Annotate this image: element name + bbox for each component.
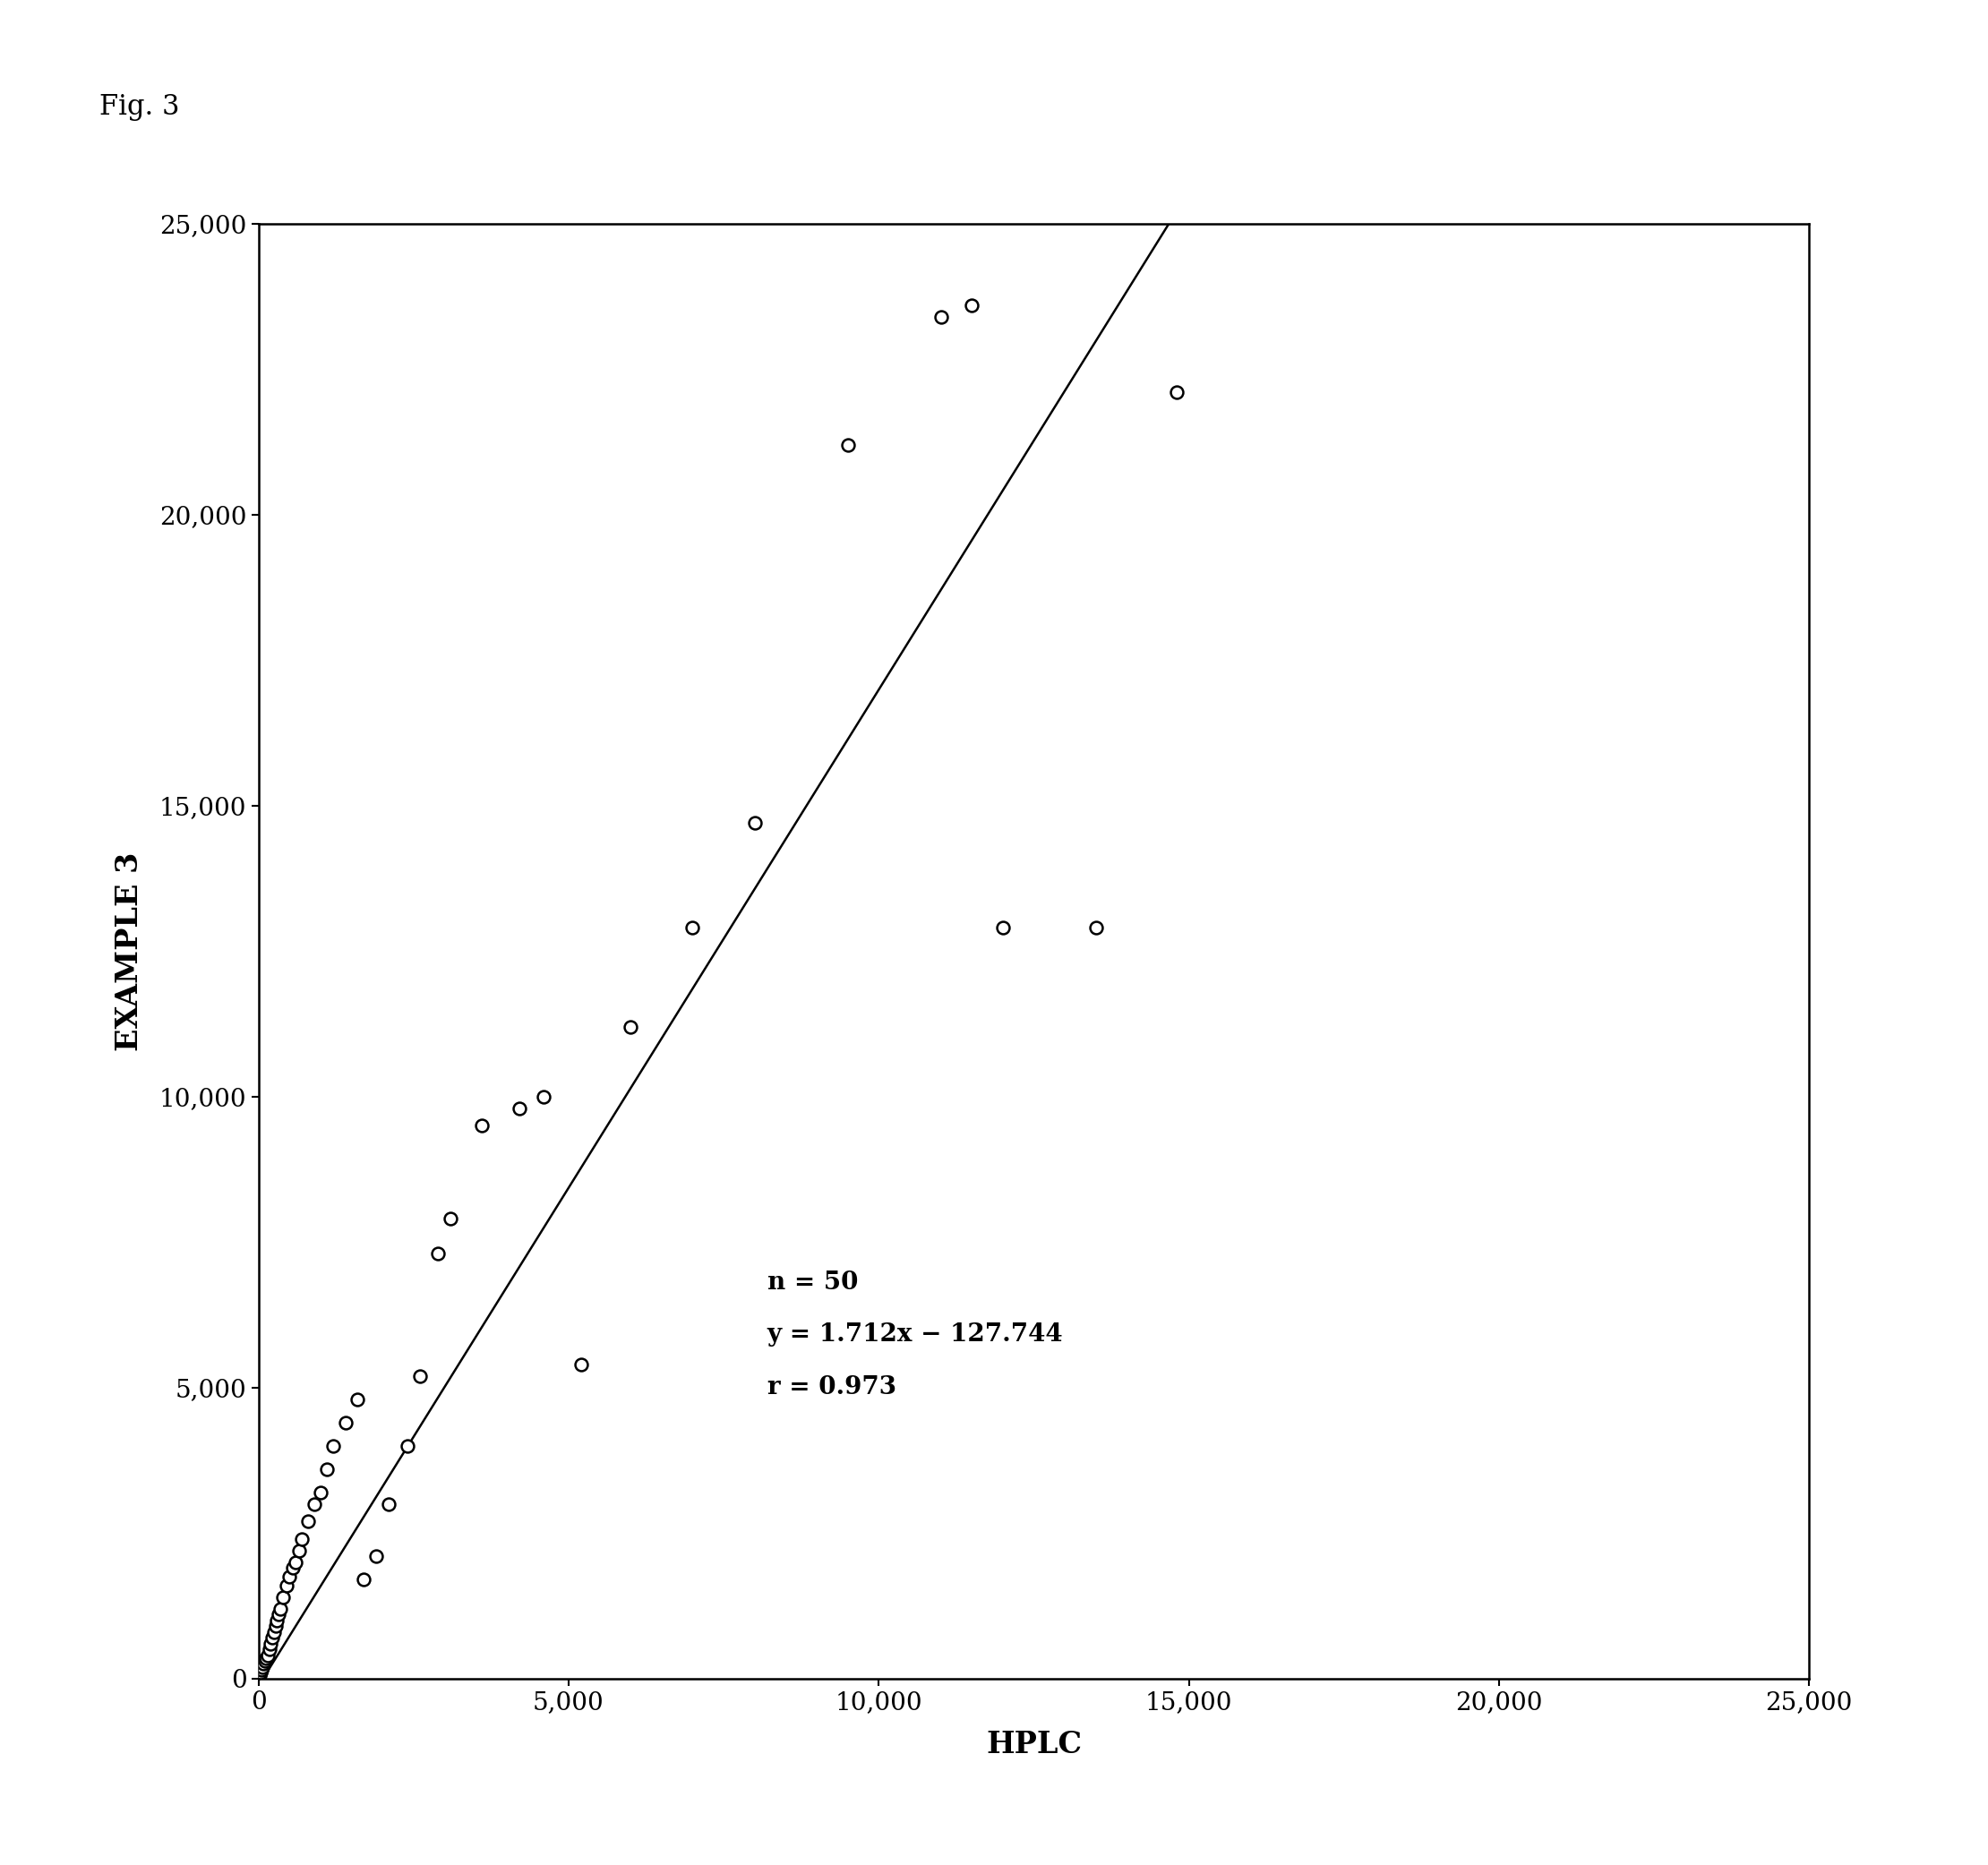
Text: r = 0.973: r = 0.973 xyxy=(767,1375,897,1399)
Point xyxy=(565,1350,596,1380)
Point xyxy=(374,1488,406,1518)
Point xyxy=(254,1634,286,1664)
Point xyxy=(360,1540,392,1570)
Point xyxy=(250,1643,282,1673)
Point xyxy=(247,1652,278,1682)
Point xyxy=(1079,914,1111,944)
Point xyxy=(264,1595,296,1624)
Point xyxy=(740,808,771,837)
Text: y = 1.712x − 127.744: y = 1.712x − 127.744 xyxy=(767,1322,1064,1347)
Point xyxy=(245,1658,276,1688)
Point xyxy=(342,1384,374,1414)
Point xyxy=(280,1548,312,1578)
Point xyxy=(1161,377,1193,407)
Point xyxy=(282,1535,314,1565)
Point xyxy=(924,302,956,332)
Point xyxy=(465,1112,497,1141)
X-axis label: HPLC: HPLC xyxy=(986,1729,1081,1759)
Point xyxy=(956,291,988,321)
Point xyxy=(310,1455,342,1485)
Point xyxy=(286,1524,318,1554)
Y-axis label: EXAMPLE 3: EXAMPLE 3 xyxy=(115,852,145,1050)
Point xyxy=(262,1600,294,1630)
Point xyxy=(986,914,1018,944)
Point xyxy=(404,1361,435,1391)
Point xyxy=(503,1093,535,1123)
Point xyxy=(266,1582,298,1611)
Point xyxy=(252,1641,284,1671)
Point xyxy=(247,1654,278,1684)
Point xyxy=(258,1617,290,1647)
Point xyxy=(614,1013,646,1043)
Text: n = 50: n = 50 xyxy=(767,1270,859,1294)
Point xyxy=(260,1611,292,1641)
Point xyxy=(435,1205,467,1235)
Text: Fig. 3: Fig. 3 xyxy=(99,93,179,121)
Point xyxy=(274,1561,306,1591)
Point xyxy=(392,1430,423,1460)
Point xyxy=(276,1554,308,1583)
Point xyxy=(270,1570,302,1600)
Point xyxy=(676,914,708,944)
Point xyxy=(254,1628,286,1658)
Point xyxy=(348,1565,380,1595)
Point xyxy=(256,1623,288,1652)
Point xyxy=(316,1430,348,1460)
Point xyxy=(304,1477,336,1507)
Point xyxy=(248,1647,280,1677)
Point xyxy=(330,1408,362,1438)
Point xyxy=(260,1606,292,1636)
Point xyxy=(529,1082,561,1112)
Point xyxy=(831,431,863,461)
Point xyxy=(421,1238,453,1268)
Point xyxy=(292,1507,324,1537)
Point xyxy=(247,1649,278,1679)
Point xyxy=(245,1660,276,1690)
Point xyxy=(298,1488,330,1518)
